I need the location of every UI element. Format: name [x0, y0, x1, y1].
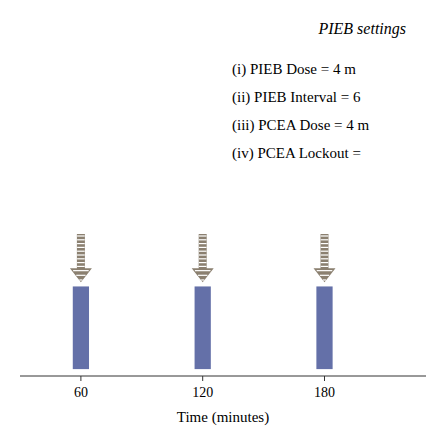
arrow-hatch [321, 251, 329, 252]
bar [73, 286, 89, 369]
arrow-hatch [199, 258, 207, 259]
bar [316, 286, 332, 369]
arrow-hatch [199, 262, 207, 263]
arrow [192, 234, 214, 282]
arrow-hatch [199, 243, 207, 244]
arrow-hatch [79, 279, 82, 280]
plot-area [70, 234, 336, 369]
arrow-hatch [76, 275, 85, 276]
arrow-hatch [77, 251, 85, 252]
annotation: (ii) PIEB Interval = 6 [232, 89, 361, 106]
arrow-body [192, 234, 214, 282]
arrow-hatch [321, 262, 329, 263]
arrow-hatch [199, 247, 207, 248]
arrow-hatch [321, 235, 329, 236]
x-tick-label: 180 [314, 385, 335, 400]
arrow-hatch [77, 247, 85, 248]
arrow-hatch [201, 279, 204, 280]
arrow-hatch [199, 266, 207, 267]
arrow-body [70, 234, 92, 282]
bar [195, 286, 211, 369]
arrow-hatch [199, 254, 207, 255]
arrow-body [314, 234, 336, 282]
arrow-hatch [199, 235, 207, 236]
arrow-hatch [73, 270, 89, 271]
x-tick-label: 60 [74, 385, 88, 400]
arrow-hatch [199, 251, 207, 252]
arrow [314, 234, 336, 282]
arrow-hatch [77, 254, 85, 255]
arrow-hatch [198, 275, 207, 276]
annotation: (iv) PCEA Lockout = [232, 145, 361, 162]
arrow-hatch [195, 270, 211, 271]
x-tick [80, 376, 81, 381]
arrow-hatch [77, 258, 85, 259]
x-axis-label: Time (minutes) [177, 409, 269, 426]
arrow-hatch [321, 266, 329, 267]
arrow-hatch [77, 239, 85, 240]
arrow-hatch [321, 254, 329, 255]
arrow-hatch [77, 243, 85, 244]
arrow-hatch [321, 239, 329, 240]
x-tick [202, 376, 203, 381]
annotation: (iii) PCEA Dose = 4 m [232, 117, 370, 134]
title: PIEB settings [317, 20, 406, 38]
arrow [70, 234, 92, 282]
arrow-hatch [77, 266, 85, 267]
arrow-hatch [320, 275, 329, 276]
arrow-hatch [77, 235, 85, 236]
arrow-hatch [199, 239, 207, 240]
chart: PIEB settings (i) PIEB Dose = 4 m (ii) PIE… [0, 0, 446, 446]
arrow-hatch [321, 243, 329, 244]
arrow-hatch [317, 270, 333, 271]
x-tick [324, 376, 325, 381]
x-tick-label: 120 [192, 385, 213, 400]
arrow-hatch [321, 258, 329, 259]
arrow-hatch [77, 262, 85, 263]
arrow-hatch [321, 247, 329, 248]
annotation: (i) PIEB Dose = 4 m [232, 61, 356, 78]
arrow-hatch [323, 279, 326, 280]
